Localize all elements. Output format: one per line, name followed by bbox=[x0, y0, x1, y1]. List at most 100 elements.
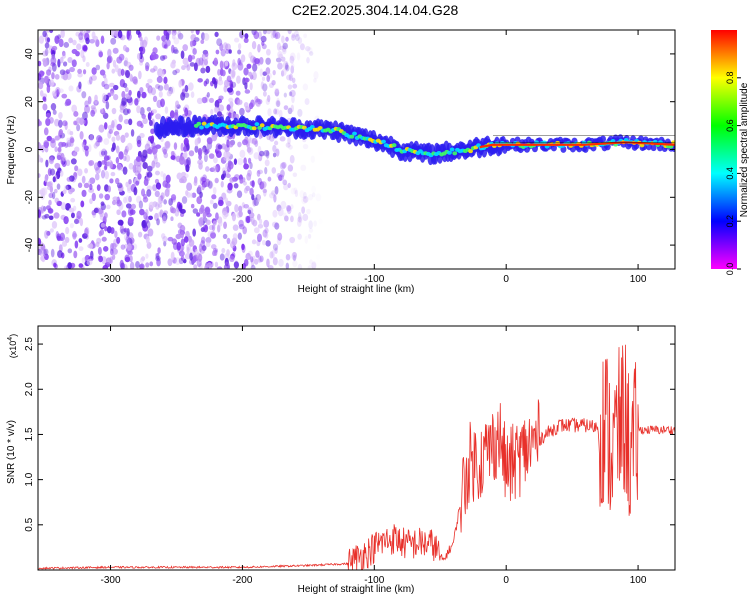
noise-cell bbox=[184, 107, 189, 117]
noise-cell bbox=[115, 156, 120, 164]
noise-cell bbox=[208, 153, 215, 159]
noise-cell bbox=[117, 219, 124, 226]
noise-cell bbox=[205, 166, 210, 172]
noise-cell bbox=[297, 219, 302, 227]
snr-y-ticks: 0.5 1.0 1.5 2.0 2.5 bbox=[24, 337, 675, 532]
noise-cell bbox=[204, 264, 208, 269]
noise-cell bbox=[142, 149, 148, 159]
noise-cell bbox=[145, 65, 150, 72]
noise-cell bbox=[260, 35, 267, 43]
noise-cell bbox=[241, 243, 245, 251]
noise-cell bbox=[318, 147, 323, 155]
noise-cell bbox=[192, 48, 197, 55]
noise-cell bbox=[251, 137, 258, 145]
noise-cell bbox=[104, 122, 108, 130]
noise-cell bbox=[201, 177, 207, 183]
noise-cell bbox=[88, 160, 95, 166]
noise-cell bbox=[216, 266, 223, 269]
noise-cell bbox=[237, 141, 242, 148]
noise-cell bbox=[172, 242, 179, 250]
noise-cell bbox=[204, 51, 209, 58]
noise-cell bbox=[214, 80, 218, 89]
noise-cell bbox=[70, 158, 77, 165]
noise-cell bbox=[263, 188, 267, 197]
noise-cell bbox=[177, 222, 183, 229]
noise-cell bbox=[163, 152, 169, 159]
noise-cell bbox=[102, 264, 109, 269]
noise-cell bbox=[116, 236, 121, 244]
noise-cell bbox=[300, 164, 307, 172]
noise-cell bbox=[70, 212, 75, 219]
noise-cell bbox=[148, 215, 153, 221]
noise-cell bbox=[244, 33, 249, 39]
noise-cell bbox=[45, 30, 50, 33]
noise-cell bbox=[229, 177, 235, 183]
noise-cell bbox=[146, 106, 152, 112]
noise-cell bbox=[101, 236, 107, 242]
colorbar-tick-label: 0.8 bbox=[725, 72, 735, 85]
noise-cell bbox=[158, 90, 163, 98]
noise-cell bbox=[121, 210, 127, 218]
noise-cell bbox=[217, 79, 224, 86]
noise-cell bbox=[39, 249, 43, 256]
noise-cell bbox=[65, 159, 71, 167]
noise-cell bbox=[173, 37, 180, 45]
noise-cell bbox=[287, 142, 291, 148]
noise-cell bbox=[244, 89, 251, 94]
noise-cell bbox=[270, 33, 275, 39]
noise-cell bbox=[280, 169, 285, 178]
noise-cell bbox=[208, 224, 214, 231]
noise-cell bbox=[250, 256, 254, 263]
noise-cell bbox=[54, 197, 60, 204]
noise-cell bbox=[78, 32, 84, 41]
noise-cell bbox=[316, 255, 320, 261]
noise-cell bbox=[201, 245, 207, 252]
noise-cell bbox=[81, 91, 87, 99]
noise-cell bbox=[273, 30, 278, 37]
noise-cell bbox=[200, 39, 205, 44]
spectrogram-y-label: Frequency (Hz) bbox=[6, 116, 17, 185]
noise-cell bbox=[136, 53, 141, 60]
noise-cell bbox=[299, 190, 305, 198]
noise-cell bbox=[160, 70, 165, 78]
noise-cell bbox=[302, 196, 309, 203]
noise-cell bbox=[169, 110, 175, 119]
noise-cell bbox=[116, 182, 123, 189]
noise-cell bbox=[62, 120, 68, 127]
noise-cell bbox=[67, 248, 73, 254]
noise-cell bbox=[216, 111, 222, 117]
noise-cell bbox=[274, 33, 278, 40]
signal-core bbox=[479, 141, 675, 149]
noise-cell bbox=[157, 183, 161, 190]
noise-cell bbox=[108, 82, 115, 88]
noise-cell bbox=[184, 253, 191, 260]
noise-cell bbox=[94, 94, 98, 102]
noise-cell bbox=[96, 135, 102, 143]
noise-cell bbox=[54, 162, 61, 169]
noise-cell bbox=[232, 59, 236, 67]
noise-cell bbox=[82, 233, 88, 239]
noise-cell bbox=[123, 118, 130, 125]
noise-cell bbox=[170, 150, 175, 157]
noise-cell bbox=[239, 179, 244, 184]
noise-cell bbox=[79, 217, 84, 227]
noise-cell bbox=[47, 181, 54, 189]
noise-cell bbox=[291, 95, 295, 104]
noise-cell bbox=[281, 35, 285, 44]
noise-cell bbox=[136, 135, 142, 145]
noise-cell bbox=[135, 180, 140, 186]
noise-cell bbox=[224, 261, 229, 268]
noise-cell bbox=[272, 144, 277, 153]
noise-cell bbox=[175, 100, 180, 108]
noise-cell bbox=[83, 44, 88, 53]
noise-cell bbox=[187, 54, 193, 63]
noise-cell bbox=[127, 216, 134, 224]
noise-cell bbox=[177, 32, 184, 40]
noise-cell bbox=[40, 70, 45, 76]
noise-cell bbox=[72, 39, 77, 46]
noise-cell bbox=[141, 113, 146, 119]
noise-cell bbox=[226, 262, 231, 269]
noise-cell bbox=[79, 30, 84, 36]
noise-cell bbox=[186, 246, 190, 254]
noise-cell bbox=[90, 109, 96, 117]
